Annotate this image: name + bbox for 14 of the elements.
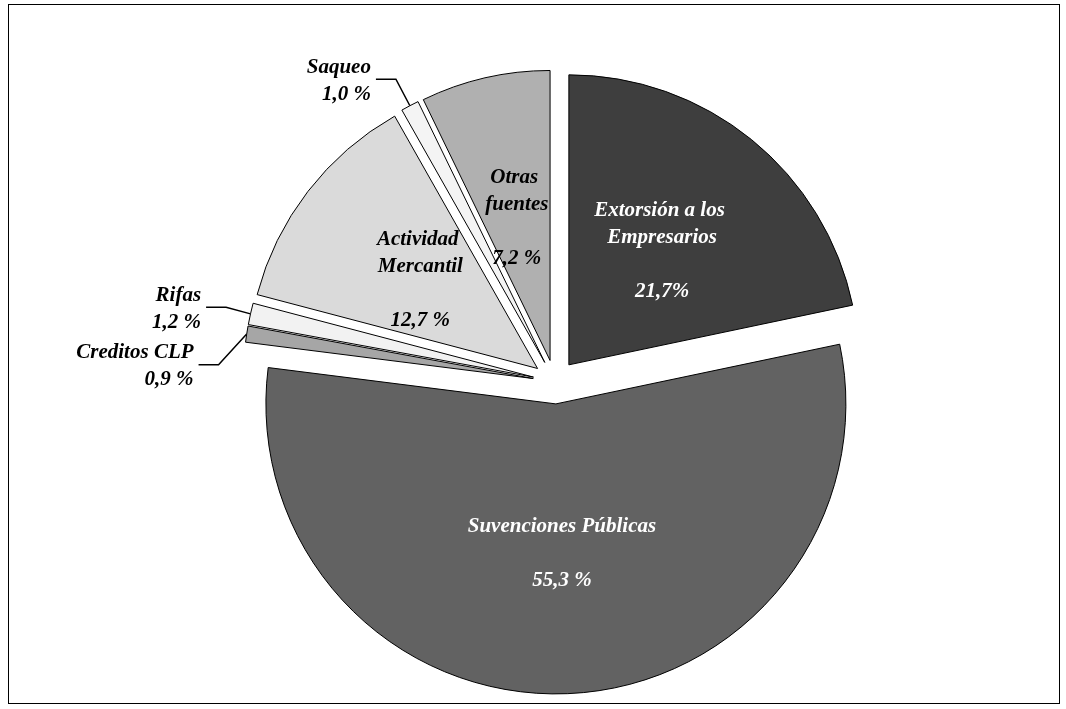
slice-label: Rifas bbox=[154, 281, 202, 306]
slice-label: Suvenciones Públicas bbox=[467, 512, 657, 537]
slice-label: Saqueo bbox=[306, 53, 371, 78]
data-label: 55,3 % bbox=[532, 566, 592, 591]
slice-label: Creditos CLP bbox=[76, 339, 194, 364]
data-label: 1,2 % bbox=[152, 308, 202, 333]
data-label: 1,0 % bbox=[321, 80, 371, 105]
data-label: 7,2 % bbox=[492, 244, 542, 269]
data-label: 0,9 % bbox=[144, 366, 194, 391]
data-label: 21,7% bbox=[634, 278, 690, 303]
slice-label: Actividad Mercantil bbox=[374, 225, 464, 277]
slice-label: Extorsión a los Empresarios bbox=[593, 197, 731, 249]
data-label: 12,7 % bbox=[390, 306, 451, 331]
slice-label: Otras fuentes bbox=[485, 163, 549, 215]
